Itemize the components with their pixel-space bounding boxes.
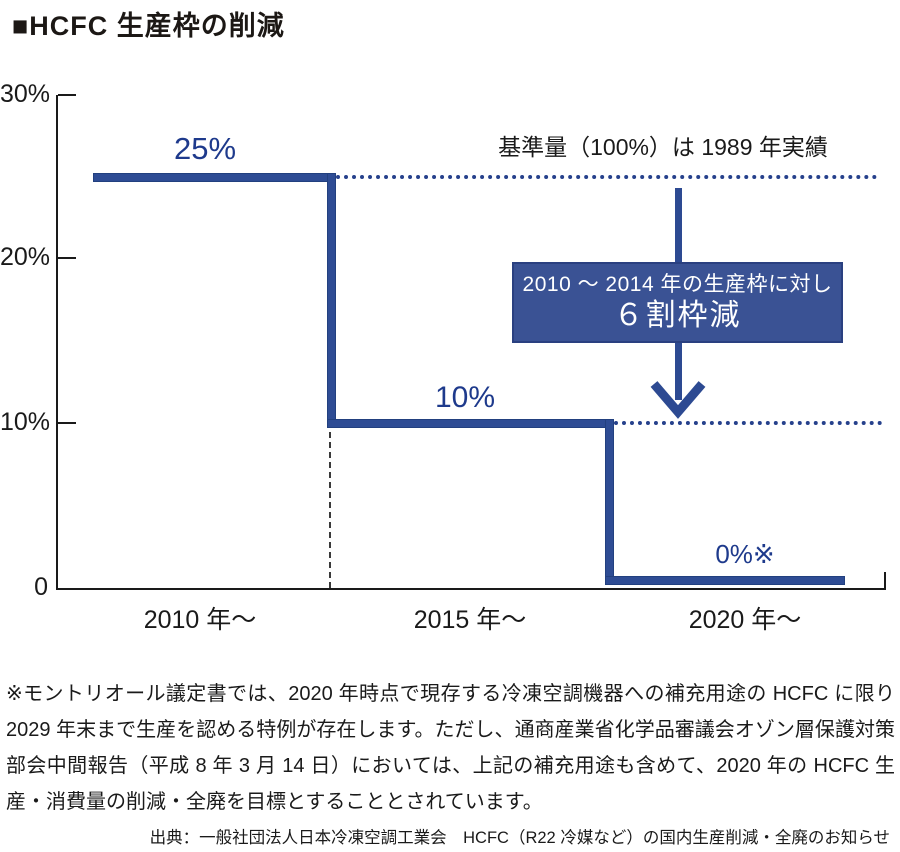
dotted-reference-line-25	[336, 175, 877, 179]
annotation-box-line1: 2010 ～ 2014 年の生産枠に対し	[522, 272, 833, 296]
point-label-10pct: 10%	[434, 381, 496, 414]
step-line-drop-10-to-0	[605, 419, 614, 585]
down-arrow-head-icon	[650, 381, 706, 419]
x-label-2020: 2020 年～	[688, 606, 802, 634]
page-title: ■HCFC 生産枠の削減	[12, 11, 285, 41]
y-axis-line	[56, 95, 58, 589]
annotation-box-line2: ６割枠減	[613, 299, 742, 333]
step-line-segment-25pct	[93, 173, 336, 182]
x-axis-end-tick	[884, 572, 886, 588]
point-label-0pct: 0%※	[715, 539, 775, 569]
dashed-vertical-divider	[329, 432, 331, 588]
step-line-segment-10pct	[327, 419, 614, 428]
x-label-2015: 2015 年～	[413, 606, 527, 634]
step-line-segment-0pct	[605, 576, 845, 585]
source-note: 出典：一般社団法人日本冷凍空調工業会 HCFC（R22 冷媒など）の国内生産削減…	[149, 829, 890, 847]
y-tick-20	[58, 257, 76, 259]
y-tick-30	[58, 94, 76, 96]
y-tick-label-20: 20%	[0, 243, 51, 271]
y-tick-label-30: 30%	[0, 80, 51, 108]
footnote-text: ※モントリオール議定書では、2020 年時点で現存する冷凍空調機器への補充用途の…	[6, 683, 895, 813]
y-tick-label-0: 0	[34, 573, 48, 601]
y-tick-10	[58, 422, 76, 424]
x-label-2010: 2010 年～	[143, 606, 257, 634]
point-label-25pct: 25%	[173, 131, 237, 166]
baseline-note: 基準量（100%）は 1989 年実績	[498, 134, 828, 160]
dotted-reference-line-10	[614, 421, 882, 425]
y-tick-label-10: 10%	[0, 408, 51, 436]
step-line-drop-25-to-10	[327, 173, 336, 428]
annotation-box: 2010 ～ 2014 年の生産枠に対し ６割枠減	[512, 262, 843, 343]
x-axis-line	[56, 588, 886, 590]
